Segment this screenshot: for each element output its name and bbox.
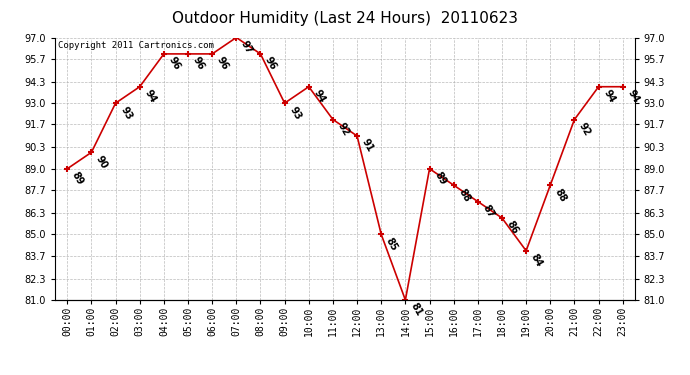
Text: 93: 93 <box>119 105 134 121</box>
Text: 86: 86 <box>505 219 520 236</box>
Text: 94: 94 <box>312 88 327 105</box>
Text: 92: 92 <box>336 121 351 138</box>
Text: 96: 96 <box>167 55 182 72</box>
Text: 94: 94 <box>143 88 158 105</box>
Text: 94: 94 <box>626 88 641 105</box>
Text: 84: 84 <box>529 252 544 269</box>
Text: 88: 88 <box>457 186 472 204</box>
Text: 89: 89 <box>433 170 448 187</box>
Text: 88: 88 <box>553 186 569 204</box>
Text: 92: 92 <box>578 121 593 138</box>
Text: 96: 96 <box>215 55 230 72</box>
Text: Copyright 2011 Cartronics.com: Copyright 2011 Cartronics.com <box>58 42 214 51</box>
Text: 97: 97 <box>239 39 255 56</box>
Text: 91: 91 <box>360 137 375 154</box>
Text: 89: 89 <box>70 170 86 187</box>
Text: 93: 93 <box>288 105 303 121</box>
Text: 85: 85 <box>384 236 400 253</box>
Text: Outdoor Humidity (Last 24 Hours)  20110623: Outdoor Humidity (Last 24 Hours) 2011062… <box>172 11 518 26</box>
Text: 81: 81 <box>408 302 424 318</box>
Text: 87: 87 <box>481 203 496 220</box>
Text: 90: 90 <box>95 154 110 170</box>
Text: 96: 96 <box>264 55 279 72</box>
Text: 94: 94 <box>602 88 617 105</box>
Text: 96: 96 <box>191 55 206 72</box>
